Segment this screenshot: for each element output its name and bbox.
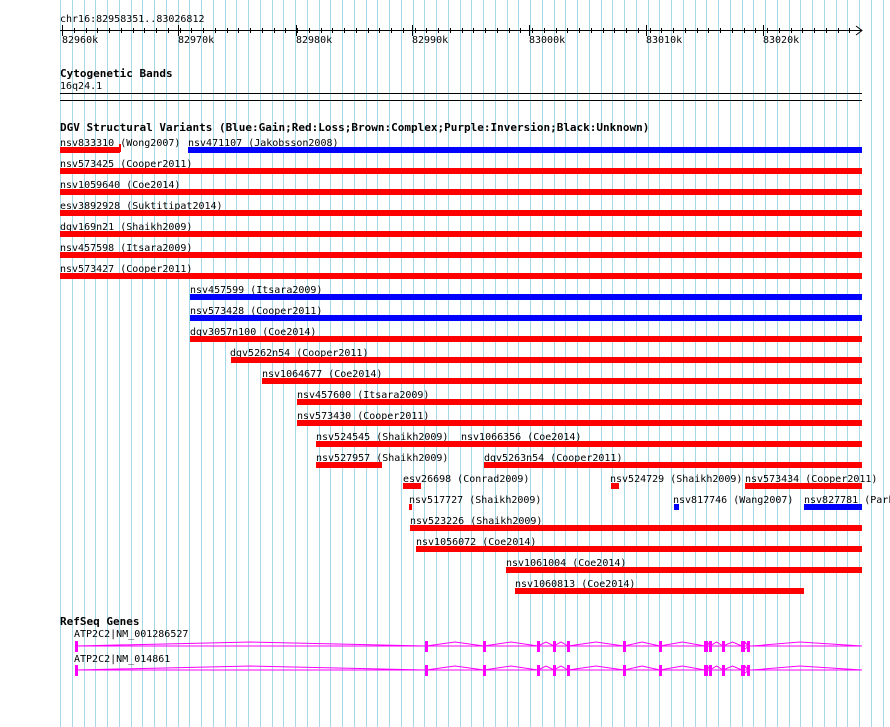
variant-label[interactable]: nsv573434 (Cooper2011) xyxy=(745,474,878,485)
variant-bar[interactable] xyxy=(60,210,862,216)
cytoband-bar-bottom xyxy=(60,100,862,101)
variant-label[interactable]: nsv833310 (Wong2007) xyxy=(60,138,181,149)
variant-label[interactable]: nsv817746 (Wang2007) xyxy=(673,495,794,506)
ruler-tick-label: 83010k xyxy=(646,35,683,46)
variant-bar[interactable] xyxy=(60,168,862,174)
variant-bar[interactable] xyxy=(506,567,862,573)
variant-label[interactable]: nsv457600 (Itsara2009) xyxy=(297,390,430,401)
variant-label[interactable]: nsv523226 (Shaikh2009) xyxy=(410,516,543,527)
ruler-tick-label: 83000k xyxy=(529,35,566,46)
variant-bar[interactable] xyxy=(60,273,862,279)
variant-bar[interactable] xyxy=(745,483,862,489)
variant-label[interactable]: nsv1061004 (Coe2014) xyxy=(506,558,627,569)
variant-label[interactable]: nsv517727 (Shaikh2009) xyxy=(409,495,542,506)
variant-label[interactable]: nsv573428 (Cooper2011) xyxy=(190,306,323,317)
ruler-tick-label: 82980k xyxy=(296,35,333,46)
variant-bar[interactable] xyxy=(403,483,421,489)
variant-label[interactable]: nsv573430 (Cooper2011) xyxy=(297,411,430,422)
variant-label[interactable]: nsv457598 (Itsara2009) xyxy=(60,243,193,254)
ruler-tick-label: 82970k xyxy=(178,35,215,46)
variant-label[interactable]: nsv1059640 (Coe2014) xyxy=(60,180,181,191)
gene-model xyxy=(75,641,863,652)
variant-bar[interactable] xyxy=(297,399,862,405)
variant-label[interactable]: nsv1060813 (Coe2014) xyxy=(515,579,636,590)
ruler-position-label: chr16:82958351..83026812 xyxy=(60,14,205,25)
variant-label[interactable]: nsv1056072 (Coe2014) xyxy=(416,537,537,548)
variant-bar[interactable] xyxy=(484,462,862,468)
refseq-gene-track[interactable] xyxy=(0,630,890,690)
gene-label[interactable]: ATP2C2|NM_001286527 xyxy=(74,629,189,640)
variant-label[interactable]: nsv524545 (Shaikh2009) xyxy=(316,432,449,443)
variant-bar[interactable] xyxy=(611,483,619,489)
variant-bar[interactable] xyxy=(190,336,862,342)
variant-label[interactable]: dgv3057n100 (Coe2014) xyxy=(190,327,317,338)
variant-label[interactable]: nsv827781 (Park2010) xyxy=(804,495,890,506)
variant-bar-cap xyxy=(119,144,121,152)
variant-bar[interactable] xyxy=(515,588,804,594)
cytoband-title: Cytogenetic Bands xyxy=(60,67,173,80)
variant-label[interactable]: esv26698 (Conrad2009) xyxy=(403,474,530,485)
variant-bar[interactable] xyxy=(190,294,862,300)
cytoband-bar-top xyxy=(60,93,862,94)
variant-bar[interactable] xyxy=(262,378,862,384)
gene-label[interactable]: ATP2C2|NM_014861 xyxy=(74,654,171,665)
ruler-tick-label: 83020k xyxy=(763,35,800,46)
refseq-title: RefSeq Genes xyxy=(60,615,140,628)
variant-bar[interactable] xyxy=(231,357,862,363)
variant-bar[interactable] xyxy=(804,504,862,510)
variant-label[interactable]: nsv1066356 (Coe2014) xyxy=(461,432,582,443)
variant-bar[interactable] xyxy=(461,441,862,447)
variant-bar[interactable] xyxy=(410,525,862,531)
ruler-tick-label: 82960k xyxy=(62,35,99,46)
variant-bar[interactable] xyxy=(297,420,862,426)
variant-bar[interactable] xyxy=(674,504,679,510)
dgv-title: DGV Structural Variants (Blue:Gain;Red:L… xyxy=(60,121,650,134)
variant-label[interactable]: dgv169n21 (Shaikh2009) xyxy=(60,222,193,233)
variant-bar[interactable] xyxy=(316,462,382,468)
variant-bar[interactable] xyxy=(60,147,120,153)
variant-bar[interactable] xyxy=(188,147,862,153)
variant-label[interactable]: dgv5262n54 (Cooper2011) xyxy=(230,348,369,359)
variant-label[interactable]: nsv457599 (Itsara2009) xyxy=(190,285,323,296)
variant-bar[interactable] xyxy=(409,504,412,510)
variant-bar[interactable] xyxy=(60,231,862,237)
variant-label[interactable]: nsv524729 (Shaikh2009) xyxy=(610,474,743,485)
variant-bar[interactable] xyxy=(416,546,862,552)
variant-bar[interactable] xyxy=(190,315,862,321)
ruler-axis xyxy=(60,25,863,36)
variant-label[interactable]: nsv527957 (Shaikh2009) xyxy=(316,453,449,464)
variant-label[interactable]: dgv5263n54 (Cooper2011) xyxy=(484,453,623,464)
variant-label[interactable]: nsv1064677 (Coe2014) xyxy=(262,369,383,380)
gene-model xyxy=(75,665,863,676)
variant-bar[interactable] xyxy=(60,189,862,195)
variant-label[interactable]: esv3892928 (Suktitipat2014) xyxy=(60,201,223,212)
variant-label[interactable]: nsv471107 (Jakobsson2008) xyxy=(188,138,339,149)
variant-bar[interactable] xyxy=(60,252,862,258)
cytoband-label: 16q24.1 xyxy=(60,81,103,92)
variant-label[interactable]: nsv573425 (Cooper2011) xyxy=(60,159,193,170)
variant-label[interactable]: nsv573427 (Cooper2011) xyxy=(60,264,193,275)
ruler-tick-label: 82990k xyxy=(412,35,449,46)
